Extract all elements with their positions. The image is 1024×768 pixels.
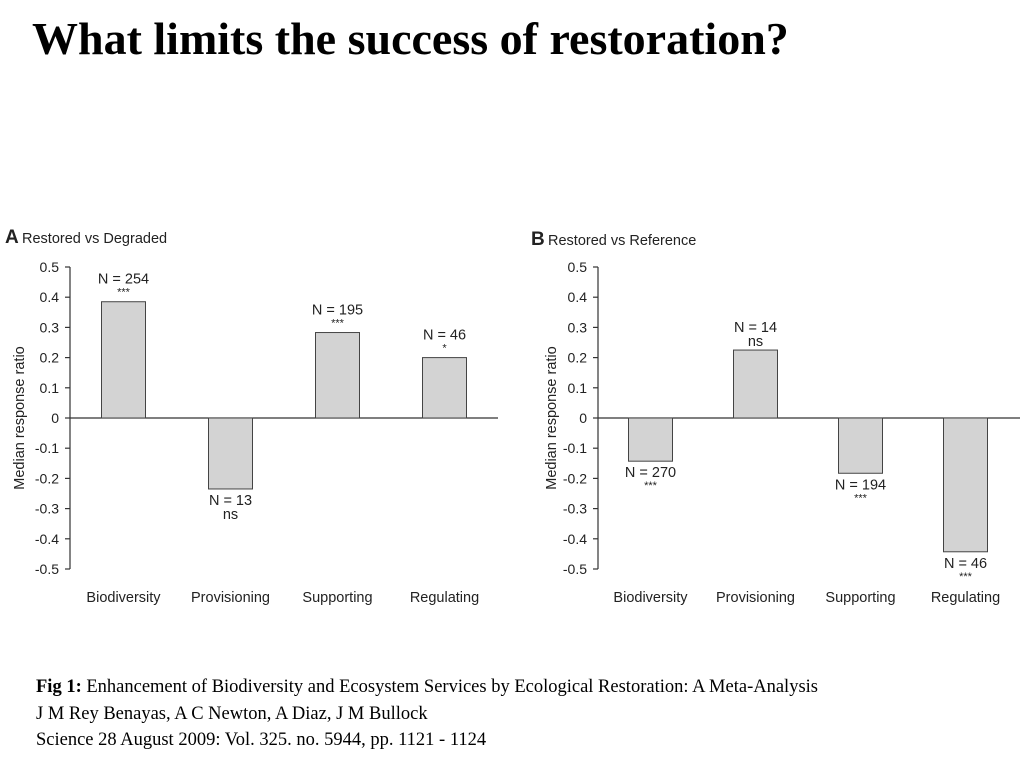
panel-b-y-tick-label: -0.1 [563,440,587,456]
panel-b-bar [628,417,673,462]
panel-b-y-tick-label: 0.3 [568,319,588,335]
caption-fig-label: Fig 1: [36,677,82,697]
panel-b-n-label: N = 270 [625,465,676,481]
panel-a-y-tick-label: -0.5 [35,561,59,577]
panel-a-bar [208,417,253,490]
caption-line-title: Fig 1: Enhancement of Biodiversity and E… [36,674,1016,701]
panel-b-bar [838,417,883,474]
panel-b-significance-label: *** [854,492,868,504]
panel-a-y-tick-label: 0.4 [40,289,60,305]
panel-b-title: Restored vs Reference [548,233,696,249]
panel-a-n-label: N = 46 [423,328,466,344]
panel-b-category-label: Regulating [931,590,1000,606]
panel-b-significance-label: *** [644,480,658,492]
panel-a-bar [101,301,146,419]
panel-b-y-tick-label: -0.3 [563,501,587,517]
panel-b-significance-label: *** [959,571,973,583]
panel-a-n-label: N = 13 [209,493,252,509]
panel-a-significance-label: ns [223,507,238,523]
panel-b-y-axis-label: Median response ratio [544,346,560,489]
figure-caption: Fig 1: Enhancement of Biodiversity and E… [36,674,1016,754]
panel-a-y-tick-label: 0.3 [40,319,60,335]
panel-a-y-tick-label: -0.3 [35,501,59,517]
slide-title: What limits the success of restoration? [32,13,789,64]
panel-b-y-tick-label: 0.1 [568,380,588,396]
panel-b-y-tick-label: 0.5 [568,259,588,275]
panel-b-significance-label: ns [748,334,763,350]
panel-b-n-label: N = 194 [835,477,886,493]
charts-figure: A Restored vs Degraded 0.5 0.4 0.3 0.2 0.1 0 -0.… [5,227,1020,606]
panel-a-y-axis-label: Median response ratio [12,346,28,489]
panel-a-title: Restored vs Degraded [22,231,167,247]
panel-a-n-label: N = 254 [98,272,149,288]
panel-a-category-label: Provisioning [191,590,270,606]
panel-a-bar [422,357,467,419]
panel-a-category-label: Regulating [410,590,479,606]
panel-a-n-label: N = 195 [312,303,363,319]
panel-b-bar [733,349,778,419]
panel-b-category-label: Supporting [825,590,895,606]
panel-b-bar [943,417,988,553]
panel-a-significance-label: *** [117,287,131,299]
panel-b-letter: B [531,229,545,250]
panel-b-y-tick-label: -0.4 [563,531,587,547]
caption-authors: J M Rey Benayas, A C Newton, A Diaz, J M… [36,703,428,724]
panel-a-y-tick-label: -0.4 [35,531,59,547]
panel-b-y-tick-label: -0.5 [563,561,587,577]
panel-a-y-tick-label: 0.5 [40,259,60,275]
caption-citation: Science 28 August 2009: Vol. 325. no. 59… [36,730,487,750]
panel-a-category-label: Biodiversity [86,590,161,606]
panel-a-significance-label: *** [331,318,345,330]
panel-b-y-tick-label: 0 [579,410,587,426]
panel-a-y-tick-label: 0 [51,410,59,426]
panel-a-category-label: Supporting [302,590,372,606]
panel-b-n-label: N = 46 [944,556,987,572]
panel-a-y-tick-label: -0.2 [35,470,59,486]
panel-a-y-tick-label: 0.1 [40,380,60,396]
panel-a-letter: A [5,227,19,248]
panel-b-y-tick-label: 0.4 [568,289,588,305]
panel-b-n-label: N = 14 [734,320,777,336]
panel-b-y-tick-label: 0.2 [568,350,588,366]
panel-a-significance-label: * [442,343,447,355]
panel-b-y-tick-label: -0.2 [563,470,587,486]
panel-a-y-tick-label: -0.1 [35,440,59,456]
panel-b-category-label: Biodiversity [613,590,688,606]
panel-a-y-tick-label: 0.2 [40,350,60,366]
caption-article-title: Enhancement of Biodiversity and Ecosyste… [81,677,818,697]
panel-a-bar [315,332,360,419]
panel-b-category-label: Provisioning [716,590,795,606]
